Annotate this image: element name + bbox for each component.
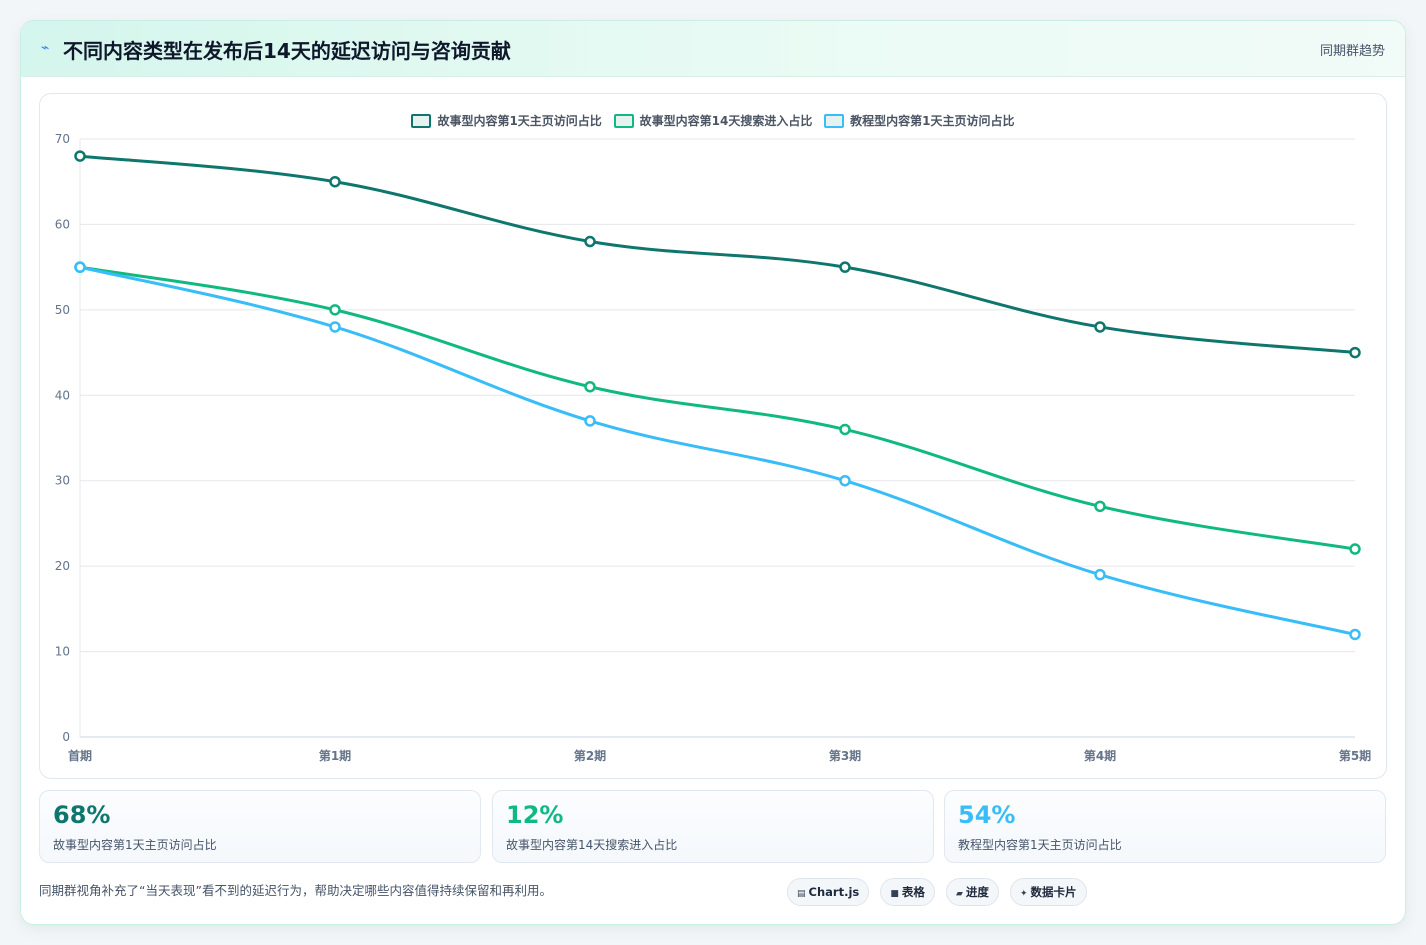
series-line-3 bbox=[79, 265, 1356, 636]
stat-card-tutorial-day1: 54% 教程型内容第1天主页访问占比 bbox=[944, 790, 1386, 863]
sparkle-icon: ✦ bbox=[1019, 889, 1028, 899]
data-point bbox=[329, 175, 341, 188]
footer-note: 同期群视角补充了“当天表现”看不到的延迟行为，帮助决定哪些内容值得持续保留和再利… bbox=[39, 883, 552, 898]
legend-swatch-series-2 bbox=[613, 113, 634, 128]
chip-progress[interactable]: ▰ 进度 bbox=[945, 878, 999, 906]
data-point bbox=[584, 415, 596, 427]
legend-item-series-3[interactable]: 教程型内容第1天主页访问占比 bbox=[824, 112, 1015, 129]
x-tick-label: 第1期 bbox=[319, 748, 351, 763]
data-point bbox=[584, 235, 596, 248]
data-point bbox=[1094, 321, 1106, 333]
x-tick-label: 第4期 bbox=[1084, 748, 1116, 763]
stat-card-story-day1: 68% 故事型内容第1天主页访问占比 bbox=[39, 790, 481, 863]
dashboard-card: ⌁ 不同内容类型在发布后14天的延迟访问与咨询贡献 同期群趋势 故事型内容第1天… bbox=[20, 20, 1406, 925]
data-point bbox=[329, 321, 341, 333]
legend-label-series-3: 教程型内容第1天主页访问占比 bbox=[850, 114, 1015, 128]
stat-label: 故事型内容第14天搜索进入占比 bbox=[506, 838, 678, 852]
legend-label-series-2: 故事型内容第14天搜索进入占比 bbox=[639, 114, 813, 128]
legend-label-series-1: 故事型内容第1天主页访问占比 bbox=[437, 114, 602, 128]
y-tick-label: 10 bbox=[55, 645, 70, 659]
y-tick-label: 60 bbox=[55, 217, 70, 231]
x-tick-label: 第3期 bbox=[829, 748, 861, 763]
y-tick-label: 0 bbox=[62, 730, 70, 744]
stat-label: 故事型内容第1天主页访问占比 bbox=[53, 838, 217, 852]
line-chart: 0 10 20 30 40 50 60 70 首期 第1期 第2期 第3期 第4期 第5期 bbox=[55, 132, 1371, 763]
chart-legend: 故事型内容第1天主页访问占比 故事型内容第14天搜索进入占比 教程型内容第1天主… bbox=[40, 112, 1386, 129]
y-tick-label: 30 bbox=[55, 474, 70, 488]
y-tick-label: 20 bbox=[55, 559, 70, 573]
data-point bbox=[1349, 628, 1361, 641]
stat-value: 68% bbox=[53, 801, 111, 829]
feature-chips: ▤ Chart.js ■ 表格 ▰ 进度 ✦ 数据卡片 bbox=[787, 878, 1093, 906]
legend-swatch-series-3 bbox=[824, 113, 845, 128]
chart-icon: ▤ bbox=[797, 889, 806, 899]
stat-card-story-day14: 12% 故事型内容第14天搜索进入占比 bbox=[492, 790, 934, 863]
data-point bbox=[1094, 500, 1106, 513]
y-tick-label: 40 bbox=[55, 388, 70, 402]
stat-value: 12% bbox=[506, 801, 564, 829]
stat-value: 54% bbox=[958, 801, 1016, 829]
chip-label: 表格 bbox=[901, 885, 925, 899]
x-tick-label: 首期 bbox=[68, 748, 92, 763]
lightning-icon: ⌁ bbox=[41, 40, 50, 56]
data-point bbox=[839, 474, 851, 487]
progress-icon: ▰ bbox=[955, 889, 963, 899]
data-point bbox=[74, 150, 86, 162]
chip-label: 进度 bbox=[965, 885, 989, 899]
legend-item-series-1[interactable]: 故事型内容第1天主页访问占比 bbox=[411, 112, 602, 129]
y-tick-label: 70 bbox=[55, 132, 70, 146]
y-tick-label: 50 bbox=[55, 303, 70, 317]
stat-label: 教程型内容第1天主页访问占比 bbox=[958, 838, 1122, 852]
line-chart-panel: 故事型内容第1天主页访问占比 故事型内容第14天搜索进入占比 教程型内容第1天主… bbox=[39, 93, 1387, 779]
table-icon: ■ bbox=[890, 889, 899, 899]
x-tick-label: 第5期 bbox=[1339, 748, 1371, 763]
chip-chartjs[interactable]: ▤ Chart.js bbox=[787, 878, 870, 906]
chip-label: Chart.js bbox=[808, 885, 860, 899]
data-point bbox=[584, 380, 596, 393]
x-tick-label: 第2期 bbox=[574, 748, 606, 763]
series-line-1 bbox=[79, 154, 1356, 355]
data-point bbox=[839, 423, 851, 436]
cohort-trend-label: 同期群趋势 bbox=[1319, 44, 1385, 59]
data-point bbox=[1349, 346, 1361, 359]
card-header: ⌁ 不同内容类型在发布后14天的延迟访问与咨询贡献 同期群趋势 bbox=[21, 21, 1405, 77]
chip-label: 数据卡片 bbox=[1030, 885, 1077, 899]
chip-table[interactable]: ■ 表格 bbox=[880, 878, 935, 906]
data-point bbox=[839, 261, 851, 273]
page-title: 不同内容类型在发布后14天的延迟访问与咨询贡献 bbox=[63, 39, 511, 63]
data-point bbox=[1349, 543, 1361, 555]
data-point bbox=[1094, 568, 1106, 581]
chip-data-card[interactable]: ✦ 数据卡片 bbox=[1009, 878, 1087, 906]
legend-item-series-2[interactable]: 故事型内容第14天搜索进入占比 bbox=[613, 112, 813, 129]
legend-swatch-series-1 bbox=[411, 113, 432, 128]
data-point bbox=[74, 261, 86, 273]
data-point bbox=[329, 304, 341, 316]
series-line-2 bbox=[79, 265, 1356, 551]
